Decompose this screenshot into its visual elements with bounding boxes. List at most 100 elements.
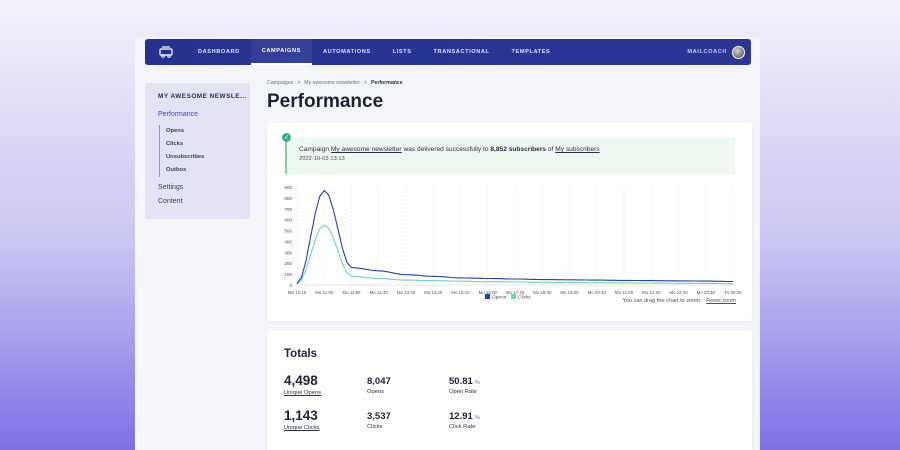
percent-sign: %: [474, 380, 480, 386]
click-rate-label: Click Rate: [449, 424, 476, 430]
sidebar-item-unsubscribes[interactable]: Unsubscribes: [166, 154, 205, 160]
series-line-clicks: [296, 224, 733, 285]
x-tick-label: Mo 11:50: [343, 290, 362, 295]
mailcoach-logo-icon[interactable]: [151, 39, 181, 65]
open-rate-value: 50.81: [449, 376, 473, 387]
sidebar-item-settings[interactable]: Settings: [158, 184, 184, 191]
clicks-label: Clicks: [367, 424, 383, 430]
breadcrumb-separator: >: [297, 80, 301, 86]
x-tick-label: Mo 17:40: [506, 290, 525, 295]
x-tick-label: Mo 21:00: [615, 290, 634, 295]
x-tick-label: Mo 23:30: [697, 290, 716, 295]
reset-zoom-link[interactable]: Reset zoom: [706, 298, 736, 304]
x-tick-label: Tu 00:20: [724, 290, 742, 295]
nav-automations[interactable]: AUTOMATIONS: [322, 49, 371, 55]
y-tick-label: 500: [284, 229, 292, 234]
user-menu[interactable]: MAILCOACH: [687, 45, 745, 59]
stat-click-rate: 12.91% Click Rate: [449, 411, 480, 430]
unique-clicks-value: 1,143: [284, 408, 318, 423]
chart-zoom-note: You can drag the chart to zoom. Reset zo…: [622, 298, 736, 304]
breadcrumb-separator: >: [363, 80, 367, 86]
legend-label-clicks: Clicks: [518, 295, 531, 301]
breadcrumb-current: Performance: [370, 80, 403, 86]
y-tick-label: 400: [284, 239, 292, 244]
y-tick-label: 900: [284, 185, 292, 190]
app-window: DASHBOARD CAMPAIGNS AUTOMATIONS LISTS TR…: [135, 37, 760, 450]
y-tick-label: 300: [284, 250, 292, 255]
breadcrumb-campaign[interactable]: My awesome newsletter: [304, 80, 360, 86]
breadcrumb-campaigns[interactable]: Campaigns: [267, 80, 294, 86]
y-tick-label: 800: [284, 196, 292, 201]
x-tick-label: Mo 14:20: [424, 290, 443, 295]
clicks-value: 3,537: [367, 411, 391, 422]
y-tick-label: 0: [289, 283, 292, 288]
legend-swatch-opens: [485, 294, 490, 299]
alert-of: of: [547, 146, 554, 153]
performance-chart[interactable]: 0 100 200 300 400 500 600 700 800 900 Mo 12:10 Mo 1…: [267, 181, 752, 313]
performance-card: ✓ Campaign My awesome newsletter was del…: [267, 123, 752, 321]
user-name: MAILCOACH: [687, 49, 727, 55]
series-line-opens: [296, 189, 733, 285]
alert-message: Campaign My awesome newsletter was deliv…: [299, 146, 723, 153]
legend-swatch-clicks: [511, 294, 516, 299]
list-link[interactable]: My subscribers: [555, 146, 600, 153]
campaign-link[interactable]: My awesome newsletter: [330, 146, 402, 153]
unique-opens-value: 4,498: [284, 373, 318, 388]
opens-label: Opens: [367, 389, 385, 395]
nav-dashboard[interactable]: DASHBOARD: [198, 49, 240, 55]
breadcrumb: Campaigns > My awesome newsletter > Perf…: [267, 80, 752, 86]
subscriber-count: 8,852 subscribers: [490, 146, 547, 153]
sidebar-item-opens[interactable]: Opens: [166, 128, 185, 134]
sidebar-item-performance[interactable]: Performance: [158, 111, 199, 118]
y-tick-label: 600: [284, 218, 292, 223]
nav-templates[interactable]: TEMPLATES: [511, 49, 551, 55]
y-tick-label: 100: [284, 272, 292, 277]
totals-title: Totals: [284, 348, 318, 360]
alert-middle: was delivered successfully to: [403, 146, 489, 153]
x-tick-label: Mo 13:30: [397, 290, 416, 295]
open-rate-label: Open Rate: [449, 389, 478, 395]
stat-unique-opens: 4,498 Unique Opens: [284, 373, 321, 396]
alert-prefix: Campaign: [299, 146, 330, 153]
stat-opens: 8,047 Opens: [367, 376, 391, 395]
x-tick-label: Mo 18:30: [533, 290, 552, 295]
x-tick-label: Mo 16:00: [479, 290, 498, 295]
zoom-hint: You can drag the chart to zoom.: [622, 298, 702, 304]
x-tick-label: Mo 22:40: [669, 290, 688, 295]
nav-campaigns[interactable]: CAMPAIGNS: [250, 39, 312, 65]
sidebar-item-clicks[interactable]: Clicks: [166, 141, 184, 147]
campaign-sidebar: MY AWESOME NEWSLE... Performance Opens C…: [145, 83, 250, 219]
main-header: Campaigns > My awesome newsletter > Perf…: [267, 80, 752, 113]
y-tick-label: 700: [284, 207, 292, 212]
main-nav: DASHBOARD CAMPAIGNS AUTOMATIONS LISTS TR…: [187, 39, 561, 65]
stat-clicks: 3,537 Clicks: [367, 411, 391, 430]
click-rate-value: 12.91: [449, 411, 473, 422]
opens-value: 8,047: [367, 376, 391, 387]
sidebar-submenu: Opens Clicks Unsubscribes Outbox: [159, 125, 237, 177]
sidebar-item-content[interactable]: Content: [158, 198, 183, 205]
delivery-success-alert: ✓ Campaign My awesome newsletter was del…: [282, 133, 735, 174]
stat-open-rate: 50.81% Open Rate: [449, 376, 480, 395]
stat-unique-clicks: 1,143 Unique Clicks: [284, 408, 319, 431]
x-tick-label: Mo 21:50: [642, 290, 661, 295]
nav-lists[interactable]: LISTS: [392, 49, 412, 55]
sent-date: 2022-10-03 13:13: [299, 156, 345, 162]
unique-clicks-link[interactable]: Unique Clicks: [284, 425, 320, 431]
totals-card: Totals 4,498 Unique Opens 8,047 Opens 50…: [267, 331, 752, 450]
sidebar-title: MY AWESOME NEWSLE...: [158, 93, 247, 100]
x-tick-label: Mo 19:20: [560, 290, 579, 295]
x-tick-label: Mo 15:10: [451, 290, 470, 295]
stat-partial-row: [284, 443, 288, 450]
x-tick-label: Mo 11:00: [315, 290, 334, 295]
y-tick-label: 200: [284, 261, 292, 266]
nav-transactional[interactable]: TRANSACTIONAL: [433, 49, 490, 55]
x-tick-label: Mo 12:40: [370, 290, 389, 295]
sidebar-item-outbox[interactable]: Outbox: [166, 167, 187, 173]
page-title: Performance: [267, 91, 384, 112]
unique-opens-link[interactable]: Unique Opens: [284, 390, 322, 396]
avatar[interactable]: [732, 45, 745, 59]
top-navigation-bar: DASHBOARD CAMPAIGNS AUTOMATIONS LISTS TR…: [145, 39, 751, 65]
check-icon: ✓: [282, 133, 291, 142]
x-tick-label: Mo 20:10: [588, 290, 607, 295]
x-tick-label: Mo 12:10: [288, 290, 307, 295]
